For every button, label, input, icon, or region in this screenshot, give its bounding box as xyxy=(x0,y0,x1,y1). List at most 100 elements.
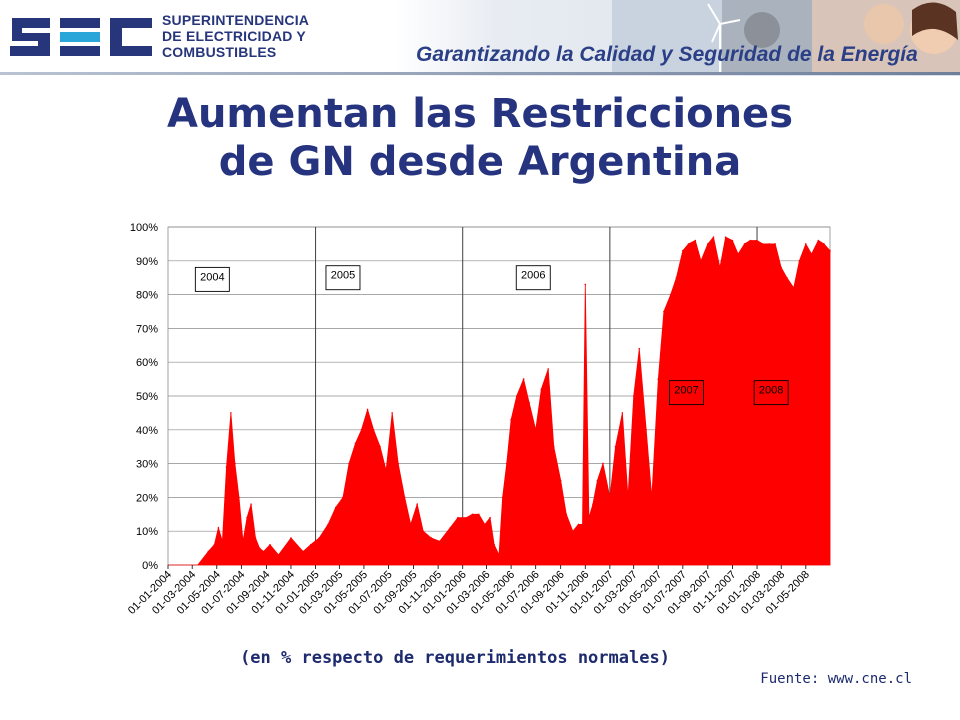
data-point xyxy=(213,543,216,546)
data-point xyxy=(348,462,350,465)
y-tick-label: 30% xyxy=(136,459,158,471)
year-label-box xyxy=(194,266,230,292)
data-point xyxy=(627,496,629,499)
data-point xyxy=(737,253,739,255)
data-point xyxy=(403,496,406,499)
year-label-box xyxy=(669,380,704,406)
y-tick-label: 50% xyxy=(136,391,158,403)
y-tick-label: 80% xyxy=(136,290,158,302)
data-point xyxy=(528,401,531,404)
data-point xyxy=(258,547,261,549)
data-point xyxy=(786,276,788,279)
data-point xyxy=(621,412,624,414)
header-divider xyxy=(0,72,960,75)
data-point xyxy=(372,429,375,431)
data-point xyxy=(663,310,665,313)
year-label: 2007 xyxy=(674,385,698,397)
data-point xyxy=(774,243,776,245)
data-point xyxy=(221,540,224,543)
data-point xyxy=(501,496,504,499)
y-tick-label: 70% xyxy=(136,323,158,335)
data-point xyxy=(588,516,590,519)
data-point xyxy=(493,543,495,546)
data-point xyxy=(327,523,329,526)
header-photo-collage xyxy=(612,0,960,72)
wind-turbine-icon xyxy=(707,3,741,72)
data-point xyxy=(422,530,425,532)
data-point xyxy=(675,276,678,279)
data-point xyxy=(687,243,690,245)
y-tick-label: 40% xyxy=(136,425,158,437)
data-point xyxy=(749,239,751,242)
data-point xyxy=(638,347,641,350)
agency-line-1: SUPERINTENDENCIA xyxy=(162,12,310,28)
data-point xyxy=(805,243,807,245)
year-label-box xyxy=(325,265,361,291)
data-point xyxy=(565,513,568,516)
data-point xyxy=(547,368,549,370)
year-label: 2004 xyxy=(200,271,224,283)
data-point xyxy=(768,243,771,245)
chart-area-series xyxy=(168,236,831,566)
data-point xyxy=(391,412,393,414)
data-point xyxy=(309,543,312,546)
year-label: 2008 xyxy=(759,385,783,397)
slogan: Garantizando la Calidad y Seguridad de l… xyxy=(416,43,918,66)
data-point xyxy=(657,378,660,380)
y-tick-label: 100% xyxy=(130,222,158,234)
data-point xyxy=(217,527,220,529)
data-point xyxy=(798,260,801,262)
data-point xyxy=(540,388,543,391)
data-point xyxy=(254,537,257,539)
data-point xyxy=(397,462,400,465)
data-point xyxy=(277,554,280,556)
sec-logo xyxy=(10,18,152,56)
year-label: 2005 xyxy=(331,270,355,282)
data-point xyxy=(498,554,500,556)
restriction-area xyxy=(168,236,831,566)
page-title: Aumentan las Restricciones de GN desde A… xyxy=(0,90,960,186)
data-point xyxy=(792,287,795,289)
agency-name: SUPERINTENDENCIA DE ELECTRICIDAD Y COMBU… xyxy=(162,12,309,60)
restrictions-chart: 0%10%20%30%40%50%60%70%80%90%100% 01-01-… xyxy=(110,210,840,640)
data-point xyxy=(366,408,369,411)
data-point xyxy=(290,537,292,539)
data-point xyxy=(823,243,825,245)
data-point xyxy=(207,550,210,553)
data-point xyxy=(712,236,715,238)
year-labels: 2004 2005 2006 2007 2008 xyxy=(194,265,789,406)
data-point xyxy=(581,523,584,526)
data-point xyxy=(225,466,228,468)
data-point xyxy=(510,418,512,421)
chart-subtitle: (en % respecto de requerimientos normale… xyxy=(240,648,670,668)
data-point xyxy=(553,445,555,448)
data-point xyxy=(230,412,232,414)
data-point xyxy=(602,462,604,465)
y-axis-ticks: 0% 10% 20% 30% 40% 50% 60% 70% 80% 90% 100% xyxy=(130,222,158,572)
agency-line-2: DE ELECTRICIDAD Y xyxy=(162,28,306,44)
data-point xyxy=(430,537,433,539)
data-point xyxy=(489,516,491,519)
data-point xyxy=(246,516,248,519)
y-tick-label: 20% xyxy=(136,492,158,504)
data-point xyxy=(694,239,697,242)
data-point xyxy=(592,503,594,505)
data-point xyxy=(457,516,459,519)
data-point xyxy=(471,513,474,516)
data-point xyxy=(632,395,635,397)
data-point xyxy=(515,395,518,397)
data-point xyxy=(318,537,320,539)
data-point xyxy=(559,479,562,482)
data-point xyxy=(780,266,783,269)
data-point xyxy=(596,479,599,482)
data-point xyxy=(478,513,480,516)
data-point xyxy=(354,442,357,445)
data-point xyxy=(416,503,418,505)
data-point xyxy=(700,260,702,262)
year-label: 2006 xyxy=(521,270,545,282)
data-point xyxy=(342,496,344,499)
y-tick-label: 0% xyxy=(142,560,158,572)
data-point xyxy=(761,243,764,245)
data-point xyxy=(614,445,617,448)
data-point xyxy=(577,523,580,526)
